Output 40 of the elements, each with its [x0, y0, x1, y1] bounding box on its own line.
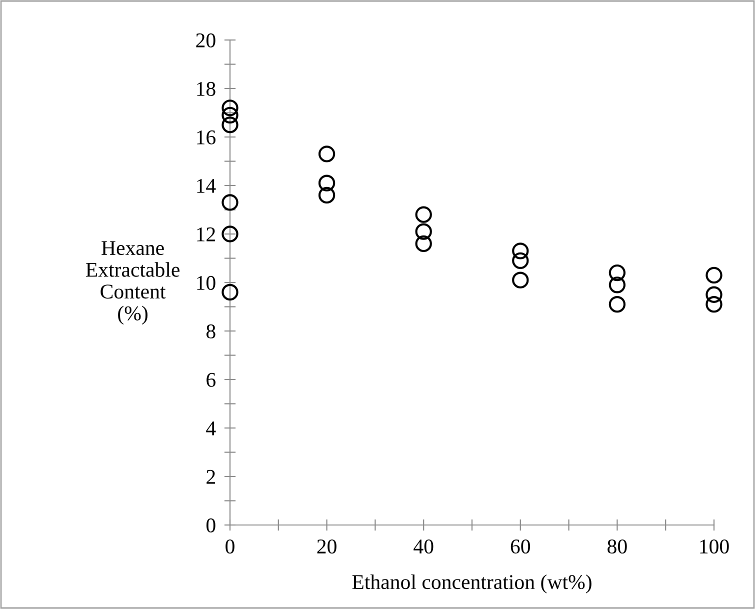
point [222, 284, 238, 301]
point [706, 296, 722, 313]
y-tick-label: 18 [197, 82, 216, 96]
point [318, 146, 336, 162]
y-tick-label: 10 [197, 276, 216, 290]
point [415, 235, 432, 252]
point [512, 252, 529, 270]
x-tick-label: 0 [226, 539, 234, 554]
point [415, 223, 432, 240]
point [608, 264, 626, 282]
point [222, 226, 238, 242]
y-tick-label: 20 [196, 33, 216, 48]
point [415, 206, 432, 223]
y-tick-label: 4 [206, 422, 216, 436]
x-tick-label: 60 [510, 539, 530, 554]
point [222, 116, 238, 134]
x-tick-label: 40 [414, 539, 434, 554]
y-tick-label: 16 [197, 130, 216, 144]
point [608, 296, 626, 313]
y-tick-label: 0 [206, 518, 216, 532]
y-tick-label: 12 [197, 227, 215, 242]
point [222, 106, 238, 124]
point [222, 100, 238, 116]
point [706, 286, 722, 303]
point [608, 276, 626, 294]
point [318, 174, 336, 192]
y-axis-title: Hexane Extractable Content (%) [86, 241, 180, 325]
x-axis-title: Ethanol concentration (wt%) [352, 574, 592, 594]
x-tick-label: 80 [608, 539, 627, 554]
y-tick-label: 2 [206, 470, 215, 484]
point [512, 272, 529, 288]
point [512, 242, 529, 260]
point [222, 194, 238, 211]
point [318, 186, 336, 204]
y-tick-label: 14 [197, 178, 216, 193]
y-tick-label: 6 [206, 372, 216, 387]
x-tick-label: 20 [317, 539, 336, 554]
y-tick-label: 8 [206, 324, 216, 338]
point [706, 266, 722, 284]
x-tick-label: 100 [700, 539, 729, 554]
